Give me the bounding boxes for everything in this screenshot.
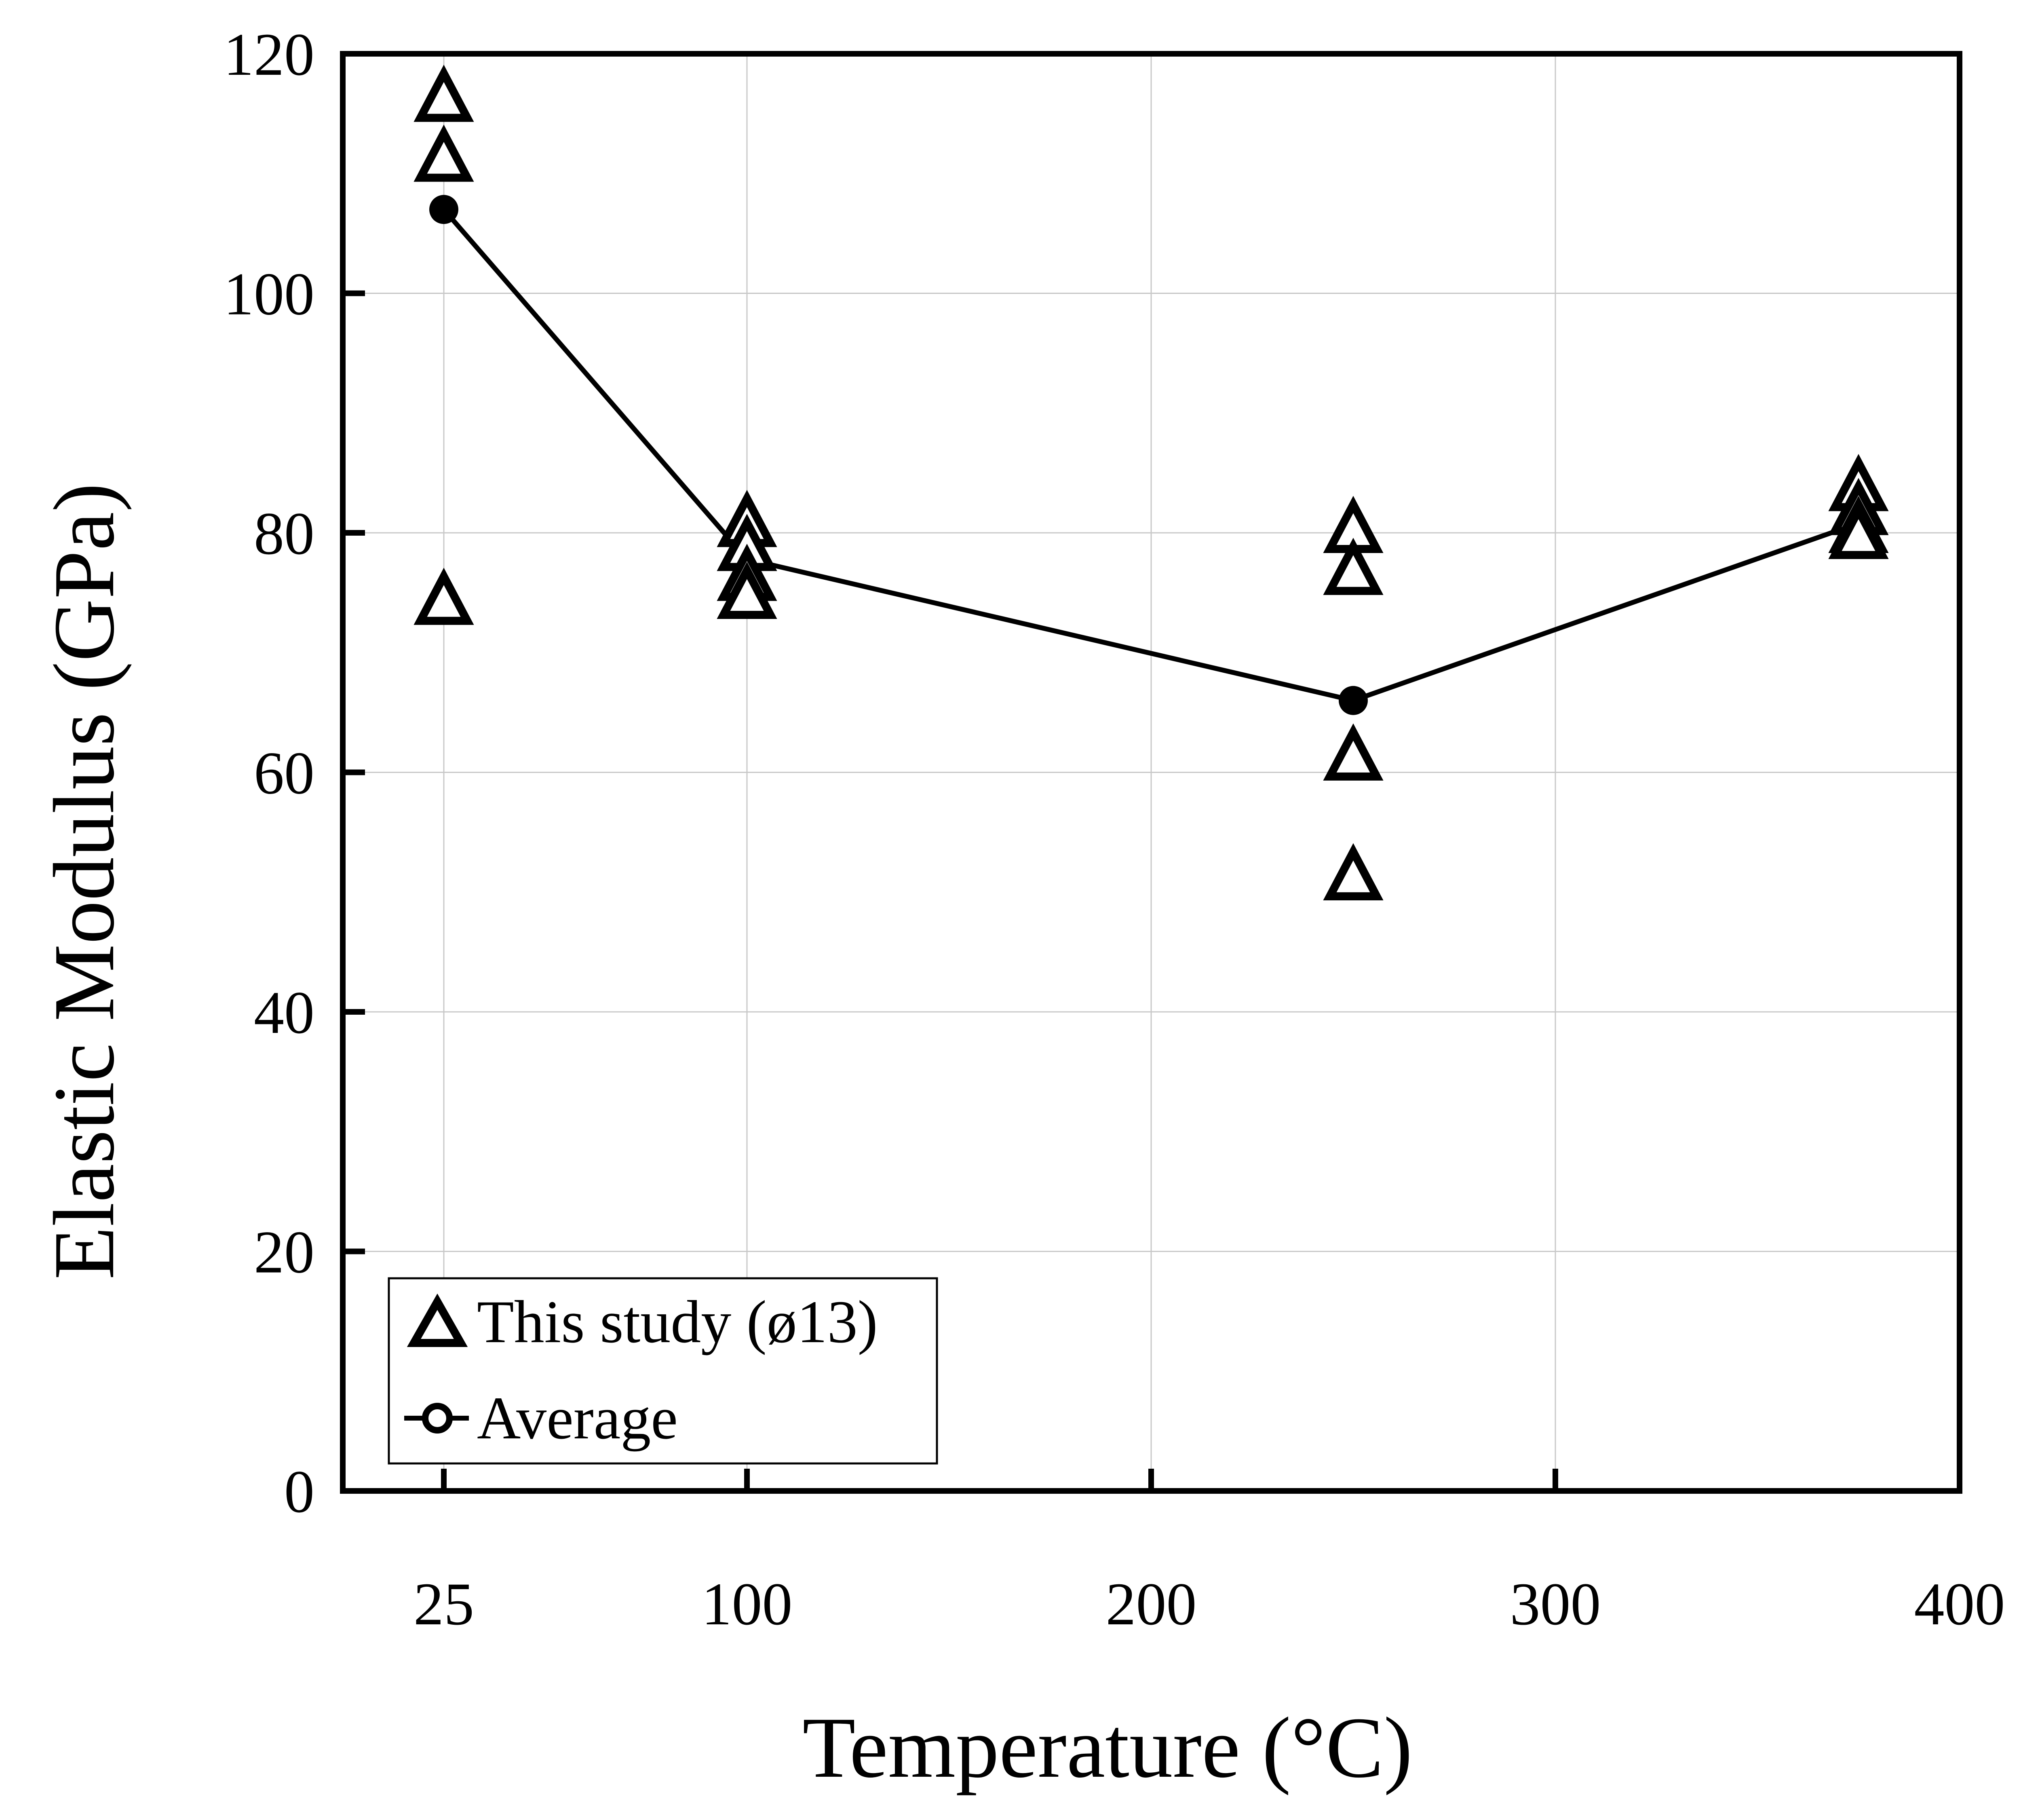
legend-label-average: Average (477, 1385, 678, 1452)
x-tick-label: 300 (1510, 1571, 1601, 1638)
y-axis-title: Elastic Modulus (GPa) (36, 483, 132, 1280)
y-tick-label: 40 (254, 979, 314, 1046)
x-tick-label: 100 (702, 1571, 793, 1638)
this-study-series (413, 65, 1889, 901)
y-tick-label: 80 (254, 500, 314, 567)
triangle-point (1828, 502, 1889, 559)
y-tick-label: 0 (284, 1458, 314, 1525)
average-point (429, 195, 458, 224)
y-tick-label: 60 (254, 740, 314, 807)
triangle-point (717, 562, 777, 619)
legend-triangle-icon (407, 1293, 468, 1347)
average-point (1339, 686, 1368, 715)
x-tick-label: 400 (1914, 1571, 2005, 1638)
triangle-point (413, 65, 474, 122)
legend-box (388, 1277, 938, 1465)
y-tick-labels: 0 20 40 60 80 100 120 (224, 21, 314, 1525)
x-tick-label: 25 (413, 1571, 474, 1638)
y-tick-label: 100 (224, 261, 314, 328)
legend-label-this-study: This study (ø13) (477, 1288, 878, 1355)
y-tick-label: 120 (224, 21, 314, 88)
axis-ticks (343, 290, 1558, 1491)
triangle-point (1323, 843, 1384, 901)
legend: This study (ø13) Average (388, 1277, 938, 1465)
triangle-point (1323, 723, 1384, 781)
x-axis-title: Temperature (°C) (802, 1699, 1413, 1796)
legend-average-marker-icon (422, 1403, 453, 1434)
average-line (442, 208, 1859, 703)
y-tick-label: 20 (254, 1219, 314, 1286)
triangle-point (1323, 538, 1384, 595)
triangle-point (413, 125, 474, 182)
grid-lines (343, 54, 1960, 1491)
triangle-point (413, 568, 474, 625)
x-tick-label: 200 (1106, 1571, 1197, 1638)
x-tick-labels: 25 100 200 300 400 (413, 1571, 2005, 1638)
